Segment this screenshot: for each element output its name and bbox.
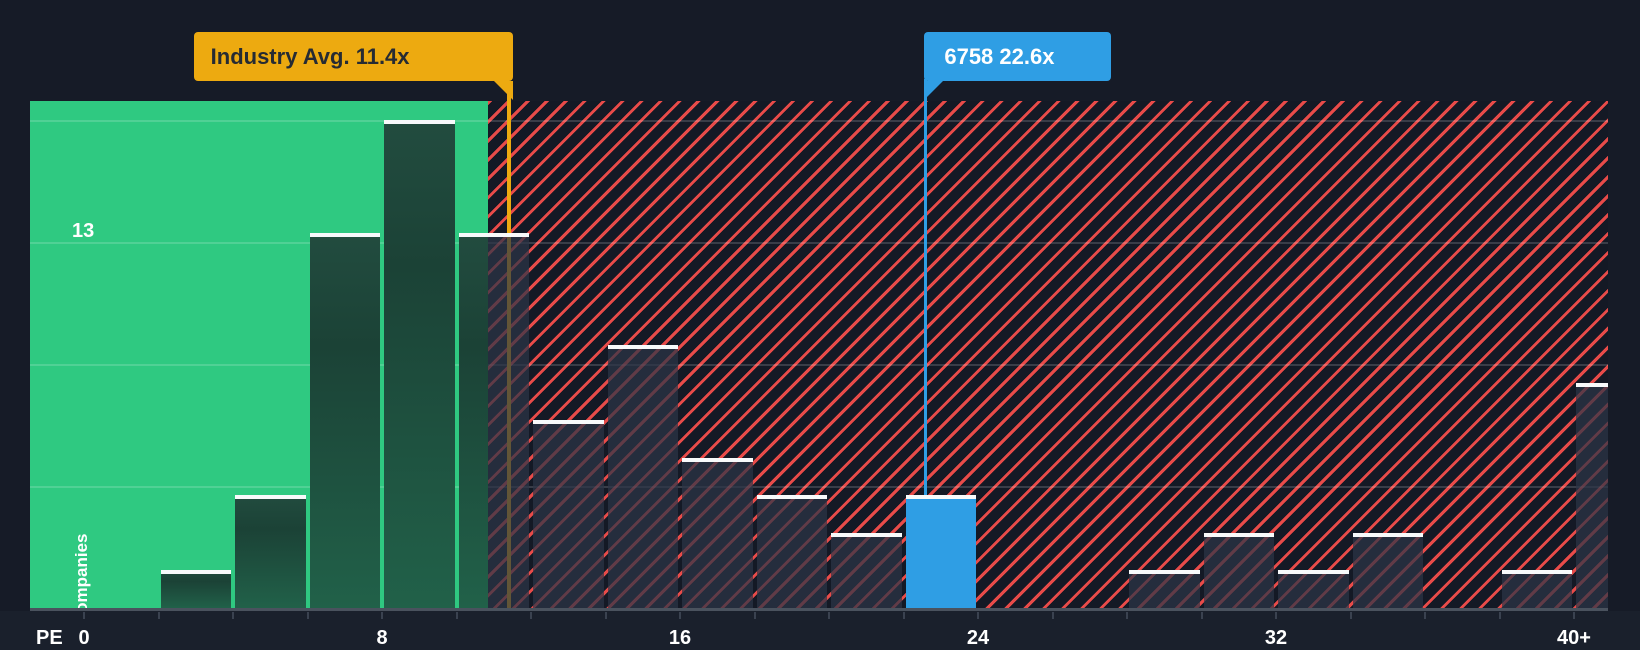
axis-tick bbox=[1424, 612, 1426, 619]
x-tick-label: 24 bbox=[966, 627, 990, 649]
histogram-bar-38-40[interactable] bbox=[1501, 570, 1572, 608]
gridline bbox=[30, 486, 1608, 488]
histogram-bar-30-32[interactable] bbox=[1203, 532, 1274, 608]
axis-tick bbox=[232, 612, 234, 619]
histogram-bar-16-18[interactable] bbox=[682, 457, 753, 608]
x-tick-label: 8 bbox=[376, 627, 388, 649]
axis-tick bbox=[1498, 612, 1501, 619]
gridline bbox=[30, 242, 1608, 244]
gridline bbox=[30, 364, 1608, 366]
histogram-bar-34-36[interactable] bbox=[1352, 532, 1423, 608]
x-axis-strip bbox=[0, 611, 1640, 650]
histogram-bar-10-12[interactable] bbox=[488, 232, 529, 608]
y-max-label: 13 bbox=[72, 220, 95, 242]
histogram-bar-28-30[interactable] bbox=[1129, 570, 1200, 608]
axis-tick bbox=[977, 612, 979, 619]
axis-tick bbox=[679, 612, 681, 619]
histogram-bar-10-12[interactable] bbox=[458, 232, 488, 608]
tooltip-pointer-icon bbox=[924, 81, 944, 100]
axis-tick bbox=[381, 612, 383, 619]
axis-tick bbox=[902, 612, 905, 619]
axis-tick bbox=[306, 612, 309, 619]
x-tick-label: 0 bbox=[78, 627, 90, 649]
industry-average-tooltip-label: Industry Avg. 11.4x bbox=[210, 44, 410, 69]
histogram-bar-2-4[interactable] bbox=[160, 570, 231, 608]
company-tooltip-label: 6758 22.6x bbox=[944, 44, 1055, 69]
axis-tick bbox=[455, 612, 458, 619]
plot-area: 13 No. of Companies bbox=[30, 79, 1608, 650]
axis-tick bbox=[83, 612, 85, 619]
x-axis-name: PE bbox=[36, 627, 63, 649]
axis-tick bbox=[1275, 612, 1277, 619]
axis-tick bbox=[1349, 612, 1352, 619]
histogram-bar-18-20[interactable] bbox=[756, 495, 827, 608]
histogram-bar-40+[interactable] bbox=[1576, 382, 1608, 608]
histogram-bar-4-6[interactable] bbox=[235, 495, 306, 608]
x-axis-line bbox=[30, 608, 1608, 611]
axis-tick bbox=[828, 612, 830, 619]
axis-tick bbox=[604, 612, 607, 619]
tooltip-pointer-icon bbox=[493, 81, 513, 100]
histogram-bar-32-34[interactable] bbox=[1278, 570, 1349, 608]
axis-tick bbox=[1051, 612, 1054, 619]
axis-tick bbox=[1126, 612, 1128, 619]
x-tick-label: 40+ bbox=[1557, 627, 1591, 649]
x-tick-label: 32 bbox=[1264, 627, 1288, 649]
axis-tick bbox=[530, 612, 532, 619]
histogram-bar-8-10[interactable] bbox=[384, 120, 455, 608]
histogram-bar-14-16[interactable] bbox=[607, 345, 678, 608]
histogram-bar-12-14[interactable] bbox=[533, 420, 604, 608]
histogram-bar-20-22[interactable] bbox=[831, 532, 902, 608]
x-tick-label: 16 bbox=[668, 627, 692, 649]
axis-tick bbox=[157, 612, 160, 619]
industry-average-tooltip[interactable]: Industry Avg. 11.4x bbox=[193, 32, 513, 100]
axis-tick bbox=[753, 612, 756, 619]
histogram-bar-6-8[interactable] bbox=[309, 232, 380, 608]
axis-tick bbox=[1200, 612, 1203, 619]
axis-tick bbox=[1573, 612, 1575, 619]
gridline bbox=[30, 120, 1608, 122]
company-marker-line bbox=[924, 79, 928, 496]
company-tooltip[interactable]: 6758 22.6x bbox=[924, 32, 1112, 100]
histogram-bar-22-24[interactable] bbox=[905, 495, 976, 608]
